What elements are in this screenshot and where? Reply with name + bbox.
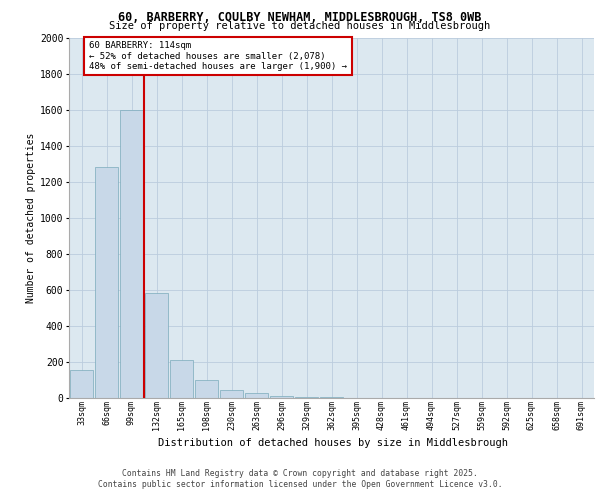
Bar	[95, 167, 118, 398]
Text: Distribution of detached houses by size in Middlesbrough: Distribution of detached houses by size …	[158, 438, 508, 448]
Text: 60, BARBERRY, COULBY NEWHAM, MIDDLESBROUGH, TS8 0WB: 60, BARBERRY, COULBY NEWHAM, MIDDLESBROU…	[118, 11, 482, 24]
Bar	[295, 396, 318, 398]
Bar	[70, 370, 93, 398]
Text: Contains HM Land Registry data © Crown copyright and database right 2025.: Contains HM Land Registry data © Crown c…	[122, 469, 478, 478]
Bar	[145, 293, 168, 398]
Text: Contains public sector information licensed under the Open Government Licence v3: Contains public sector information licen…	[98, 480, 502, 489]
Bar	[245, 393, 268, 398]
Bar	[320, 397, 343, 398]
Text: Size of property relative to detached houses in Middlesbrough: Size of property relative to detached ho…	[109, 21, 491, 31]
Bar	[270, 396, 293, 398]
Bar	[195, 380, 218, 398]
Bar	[220, 390, 243, 398]
Y-axis label: Number of detached properties: Number of detached properties	[26, 132, 36, 302]
Bar	[170, 360, 193, 398]
Bar	[120, 110, 143, 398]
Text: 60 BARBERRY: 114sqm
← 52% of detached houses are smaller (2,078)
48% of semi-det: 60 BARBERRY: 114sqm ← 52% of detached ho…	[89, 41, 347, 71]
